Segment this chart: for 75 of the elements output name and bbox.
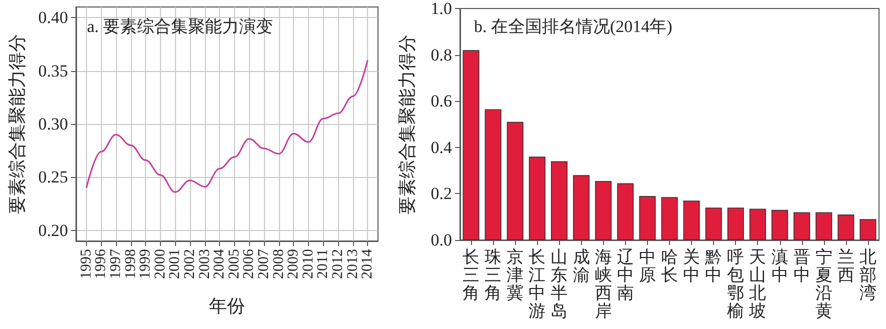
- x-tick-label: 2002: [182, 249, 198, 279]
- x-tick-label: 1997: [108, 248, 124, 279]
- text: b. 在全国排名情况(2014年): [474, 17, 672, 36]
- y-tick-label: 0.25: [38, 168, 68, 187]
- x-tick-label: 2011: [315, 249, 332, 278]
- x-tick-label: 北部湾: [859, 248, 876, 302]
- x-tick-label: 1996: [93, 248, 110, 279]
- x-tick-label: 1995: [78, 249, 94, 279]
- x-tick-label: 2007: [256, 248, 272, 279]
- x-tick-label: 滇中: [771, 248, 788, 284]
- y-tick-label: 0.30: [38, 114, 68, 134]
- x-tick-label: 长江中游: [528, 248, 546, 320]
- x-tick-label: 2014: [360, 248, 376, 279]
- bar: [506, 122, 524, 240]
- bar: [794, 212, 810, 240]
- x-tick-label: 2006: [241, 248, 258, 279]
- x-tick-label: 2004: [212, 248, 228, 279]
- x-tick-label: 2010: [300, 249, 316, 279]
- y-tick-label: 0.6: [430, 92, 452, 111]
- bar: [771, 210, 788, 240]
- x-tick-label: 2012: [330, 249, 346, 279]
- x-tick-label: 哈长: [661, 248, 678, 284]
- bar: [661, 197, 678, 240]
- bar: [838, 214, 854, 240]
- x-axis-title: 年份: [209, 296, 245, 316]
- y-axis-title: 要素综合集聚能力得分: [7, 34, 27, 214]
- x-tick-label: 中原: [638, 248, 656, 284]
- y-tick-label: 0.35: [38, 61, 68, 80]
- x-tick-label: 关中: [683, 248, 700, 284]
- bar: [484, 109, 502, 240]
- x-tick-label: 2009: [286, 249, 302, 279]
- bar: [595, 180, 612, 240]
- x-tick-label: 成渝: [572, 248, 590, 284]
- x-tick-label: 2003: [196, 249, 213, 279]
- bar: [705, 208, 722, 240]
- x-tick-label: 天山北坡: [748, 248, 766, 320]
- x-tick-label: 珠三角: [484, 248, 502, 302]
- bar: [639, 196, 656, 240]
- y-tick-label: 0.8: [430, 45, 452, 64]
- bar: [816, 212, 832, 240]
- x-tick-label: 海峡西岸: [594, 248, 612, 320]
- bar: [462, 50, 480, 240]
- x-tick-label: 长三角: [462, 248, 480, 302]
- line-series: [86, 59, 368, 193]
- bar: [528, 156, 546, 240]
- bar: [573, 175, 590, 240]
- y-tick-label: 1.0: [430, 0, 452, 18]
- bar: [749, 208, 766, 240]
- x-tick-label: 山东半岛: [550, 248, 568, 320]
- y-tick-label: 0.40: [38, 8, 68, 28]
- x-tick-label: 京津冀: [506, 248, 524, 302]
- y-tick-label: 0.20: [38, 220, 68, 240]
- x-tick-label: 晋中: [793, 248, 810, 284]
- y-axis-title: 要素综合集聚能力得分: [397, 34, 417, 214]
- x-tick-label: 1998: [122, 249, 139, 279]
- y-tick-label: 0.4: [430, 138, 452, 157]
- x-tick-label: 辽中南: [616, 248, 634, 302]
- bar: [550, 161, 568, 240]
- x-tick-label: 2005: [226, 249, 242, 279]
- x-tick-label: 1999: [138, 249, 154, 279]
- x-tick-label: 2000: [152, 249, 168, 279]
- bar: [617, 183, 634, 240]
- x-tick-label: 2013: [344, 249, 361, 279]
- y-tick-label: 0.2: [430, 184, 452, 204]
- x-tick-label: 宁夏沿黄: [815, 248, 832, 320]
- x-tick-label: 2001: [167, 249, 184, 279]
- bar: [727, 208, 744, 240]
- bar: [683, 200, 700, 240]
- text: a. 要素综合集聚能力演变: [87, 17, 274, 36]
- x-tick-label: 2008: [270, 249, 287, 279]
- bar: [860, 219, 876, 240]
- x-tick-label: 兰西: [837, 248, 854, 284]
- x-tick-label: 黔中: [704, 248, 722, 284]
- x-tick-label: 呼包鄂榆: [727, 248, 744, 320]
- y-tick-label: 0.0: [430, 230, 452, 250]
